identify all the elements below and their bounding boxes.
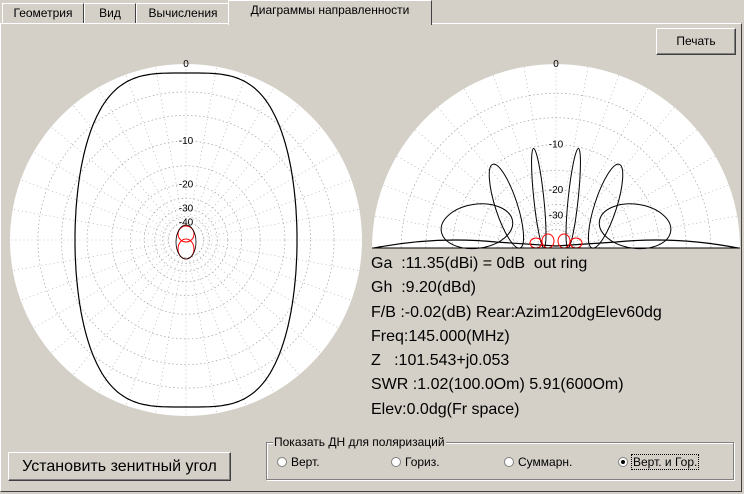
grid-ring [452,144,660,249]
grid-ring [522,215,590,249]
grid-spoke [203,242,360,271]
frequency: Freq:145.000(MHz) [371,327,510,345]
polarization-group: Показать ДН для поляризаций Верт. Гориз.… [266,435,734,480]
grid-spoke [12,242,169,271]
ring-label: -30 [179,204,194,215]
grid-spoke [202,245,352,301]
grid-spoke [188,66,217,223]
radio-circle-icon [504,457,514,467]
plot-background [372,64,740,249]
elevation-main-lobe [373,239,739,249]
grid-spoke [191,74,247,224]
grid-spoke [199,251,322,354]
print-button[interactable]: Печать [656,28,736,55]
grid-ring [497,189,615,249]
grid-ring [86,140,286,340]
radio-horizontal-label: Гориз. [405,455,440,469]
vertical-pattern-curve [74,72,298,408]
tab-view[interactable]: Вид [84,3,136,23]
elevation-polar-plot: 0 -10 -20 -30 [372,59,740,250]
grid-spoke [194,255,275,393]
grid-spoke [50,126,173,229]
ring-label: 0 [183,59,189,70]
gain-dbd: Gh :9.20(dBd) [371,279,476,297]
grid-spoke [201,151,339,232]
grid-spoke [97,255,178,393]
tab-bar: Геометрия Вид Вычисления Диаграммы напра… [0,0,744,25]
grid-spoke [125,74,181,224]
radio-vert-and-horiz-label: Верт. и Гор. [630,454,700,470]
plot-background [10,64,362,416]
radio-vertical[interactable]: Верт. [277,455,320,469]
horizontal-pattern-curve [177,225,195,243]
ring-label: 0 [553,59,559,70]
grid-ring [154,208,218,272]
radio-sum[interactable]: Суммарн. [504,455,572,469]
elevation: Elev:0.0dg(Fr space) [371,400,520,418]
grid-ring [537,229,575,249]
grid-spoke [155,66,184,223]
grid-spoke [188,257,217,414]
grid-spoke [197,253,300,376]
gain-dbi: Ga :11.35(dBi) = 0dB out ring [371,255,588,272]
grid-spoke [72,253,175,376]
grid-spoke [197,104,300,227]
radio-sum-label: Суммарн. [518,455,573,469]
grid-ring [61,115,311,365]
ring-label: -10 [549,140,564,151]
swr: SWR :1.02(100.0Om) 5.91(600Om) [371,376,624,394]
grid-spoke [12,209,169,238]
azimuth-polar-plot: 0 -10 -20 -30 -40 [10,59,362,416]
radio-vertical-label: Верт. [291,455,320,469]
grid-spoke [202,179,352,235]
grid-ring [37,91,335,389]
radio-circle-icon [391,457,401,467]
grid-spoke [155,257,184,414]
grid-spoke [201,248,339,329]
grid-ring [168,222,204,258]
radio-circle-icon [277,457,287,467]
ring-label: -20 [179,179,194,190]
ring-label: -20 [549,185,564,196]
grid-ring [162,216,210,264]
set-zenith-angle-button[interactable]: Установить зенитный угол [8,452,231,481]
radio-vert-and-horiz[interactable]: Верт. и Гор. [618,454,700,470]
antenna-parameters: Ga :11.35(dBi) = 0dB out ring Gh :9.20(d… [371,252,741,422]
front-back-ratio: F/B :-0.02(dB) Rear:Azim120dgElev60dg [371,303,662,321]
grid-ring [129,183,243,297]
grid-ring [425,117,687,249]
vertical-pattern-inner [175,224,197,260]
radio-horizontal[interactable]: Гориз. [391,455,440,469]
grid-spoke [72,104,175,227]
grid-spoke [50,251,173,354]
ring-label: -10 [179,136,194,147]
ring-label: -40 [179,217,194,228]
polarization-group-title: Показать ДН для поляризаций [273,435,446,449]
tab-geometry[interactable]: Геометрия [2,3,84,23]
tab-calculations[interactable]: Вычисления [136,3,230,23]
impedance: Z :101.543+j0.053 [371,352,510,370]
grid-spoke [199,126,322,229]
grid-spoke [203,209,360,238]
ring-label: -30 [549,210,564,221]
radio-selected-icon [618,457,628,467]
tab-radiation-patterns[interactable]: Диаграммы направленности [228,0,432,25]
